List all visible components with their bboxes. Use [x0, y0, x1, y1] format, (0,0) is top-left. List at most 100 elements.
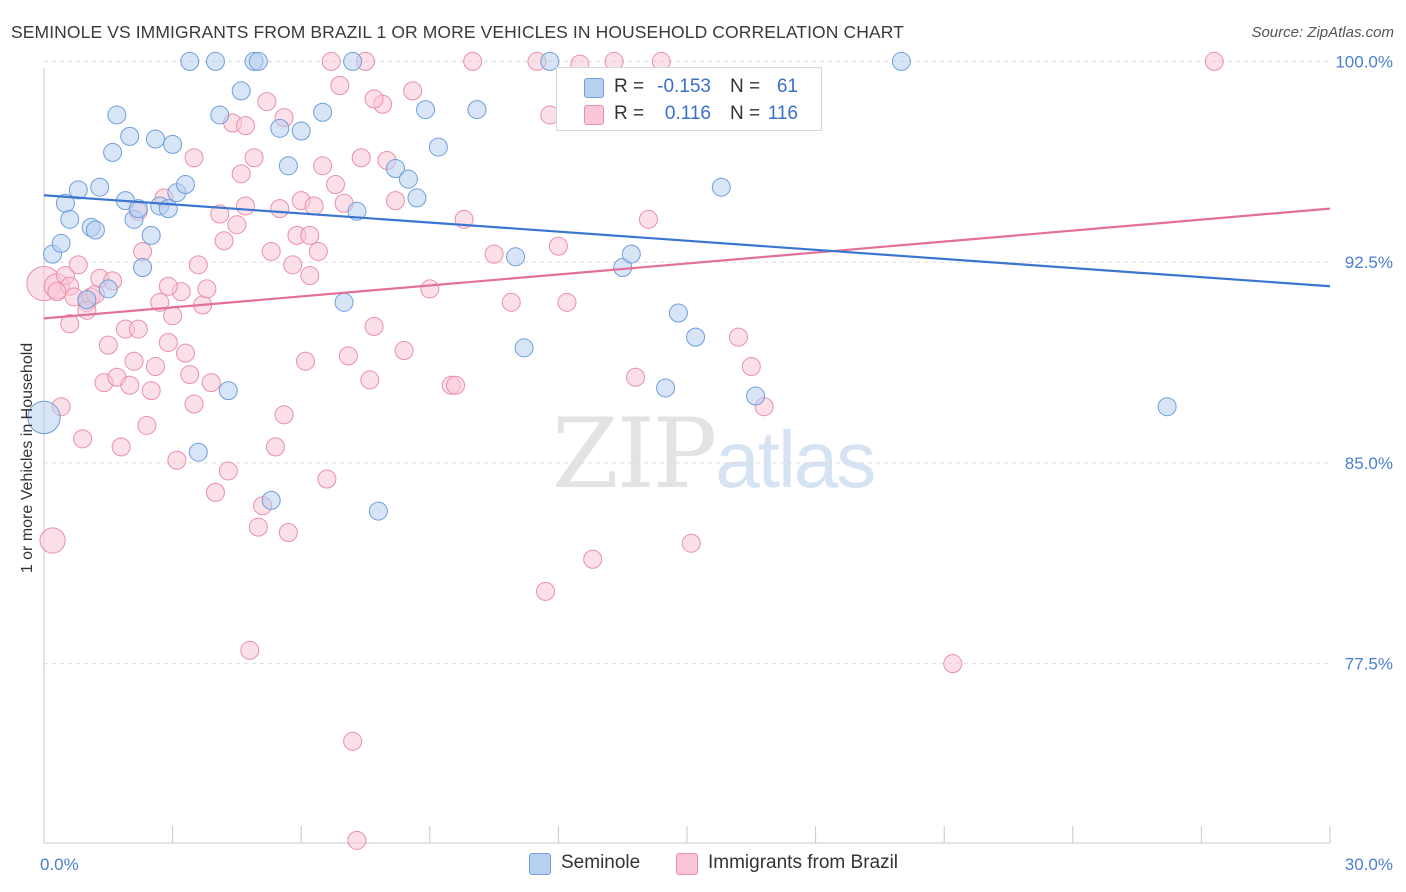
seminole-point — [506, 247, 526, 267]
seminole-point — [145, 129, 165, 149]
brazil-point — [68, 255, 88, 275]
brazil-point — [295, 351, 315, 371]
seminole-point — [428, 137, 448, 157]
seminole-point — [711, 177, 731, 197]
brazil-point — [235, 116, 255, 136]
seminole-point — [98, 279, 118, 299]
brazil-point — [235, 196, 255, 216]
brazil-point — [158, 276, 178, 296]
watermark-zip: ZIP — [552, 398, 717, 510]
seminole-point — [175, 175, 195, 195]
axes — [43, 68, 1331, 844]
brazil-point — [39, 527, 66, 554]
legend-n-value: 116 — [767, 103, 798, 124]
brazil-point — [73, 429, 93, 449]
brazil-point — [218, 461, 238, 481]
tick-labels: 100.0% 92.5% 85.0% 77.5% 0.0% 30.0% — [40, 52, 1393, 874]
seminole-point — [205, 51, 225, 71]
brazil-point — [501, 292, 521, 312]
brazil-point — [394, 340, 414, 360]
brazil-point — [124, 351, 144, 371]
seminole-point — [180, 51, 200, 71]
brazil-point — [214, 231, 234, 251]
brazil-point — [364, 316, 384, 336]
brazil-point — [145, 357, 165, 377]
brazil-point — [325, 175, 345, 195]
y-tick-label: 100.0% — [1335, 52, 1393, 71]
brazil-point — [188, 255, 208, 275]
watermark-atlas: atlas — [715, 415, 876, 504]
legend-r-label: R = — [614, 103, 645, 124]
seminole-legend-label: Seminole — [561, 852, 641, 873]
brazil-point — [98, 335, 118, 355]
y-axis-label: 1 or more Vehicles in Household — [19, 342, 36, 574]
seminole-point — [347, 201, 367, 221]
brazil-point — [330, 76, 350, 96]
brazil-point — [150, 292, 170, 312]
seminole-point — [60, 209, 80, 229]
brazil-point — [943, 654, 963, 674]
brazil-point — [351, 148, 371, 168]
seminole-point — [746, 386, 766, 406]
brazil-point — [283, 255, 303, 275]
seminole-point — [278, 156, 298, 176]
brazil-point — [111, 437, 131, 457]
watermark: ZIPatlas — [552, 398, 876, 510]
seminole-point — [334, 292, 354, 312]
seminole-point — [68, 180, 88, 200]
legend-row-seminole: R = -0.153 N = 61 — [557, 75, 821, 101]
seminole-point — [210, 105, 230, 125]
brazil-point — [484, 244, 504, 264]
seminole-point — [416, 100, 436, 120]
seminole-point — [343, 51, 363, 71]
seminole-point — [668, 303, 688, 323]
brazil-point — [180, 365, 200, 385]
brazil-point — [47, 282, 67, 302]
y-tick-label: 85.0% — [1345, 454, 1393, 473]
seminole-point — [270, 118, 290, 138]
brazil-point — [133, 241, 153, 261]
brazil-point — [201, 373, 221, 393]
source-label: Source: ZipAtlas.com — [1251, 24, 1394, 41]
seminole-point — [107, 105, 127, 125]
brazil-point — [274, 405, 294, 425]
brazil-point — [184, 394, 204, 414]
brazil-point — [638, 209, 658, 229]
legend-row-brazil: R = 0.116 N = 116 — [557, 102, 821, 128]
brazil-point — [403, 81, 423, 101]
brazil-point — [463, 51, 483, 71]
brazil-point — [120, 375, 140, 395]
grid-lines — [44, 60, 1330, 665]
y-tick-label: 77.5% — [1345, 655, 1393, 674]
brazil-point — [360, 370, 380, 390]
seminole-point — [103, 142, 123, 162]
seminole-point — [467, 100, 487, 120]
seminole-point — [85, 220, 105, 240]
brazil-point — [248, 517, 268, 537]
x-tick-label: 0.0% — [40, 855, 79, 874]
brazil-legend-swatch — [676, 853, 698, 875]
brazil-point — [231, 164, 251, 184]
legend-n-label: N = — [730, 103, 761, 124]
legend-r-value: 0.116 — [664, 103, 711, 124]
x-tick-label: 30.0% — [1345, 855, 1393, 874]
legend-r-value: -0.153 — [657, 76, 711, 97]
brazil-point — [1204, 51, 1224, 71]
seminole-point — [231, 81, 251, 101]
seminole-point — [1157, 397, 1177, 417]
seminole-point — [120, 126, 140, 146]
seminole-point — [261, 490, 281, 510]
seminole-point — [188, 442, 208, 462]
brazil-point — [265, 437, 285, 457]
brazil-point — [626, 367, 646, 387]
brazil-point — [257, 92, 277, 112]
brazil-point — [343, 731, 363, 751]
brazil-point — [583, 549, 603, 569]
seminole-point — [407, 188, 427, 208]
brazil-swatch — [584, 105, 604, 125]
seminole-points — [27, 51, 1177, 521]
seminole-point — [540, 51, 560, 71]
seminole-swatch — [584, 78, 604, 98]
seminole-point — [686, 327, 706, 347]
